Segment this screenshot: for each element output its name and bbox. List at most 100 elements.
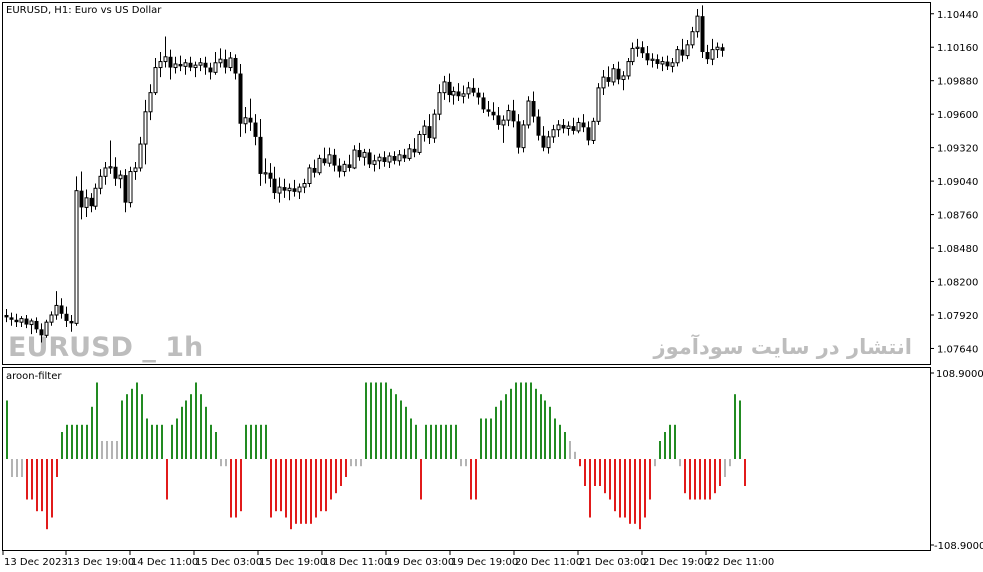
aroon-bar	[146, 418, 148, 459]
indicator-axis[interactable]: 108.90000 -108.90000	[930, 369, 983, 552]
aroon-bar	[21, 459, 23, 477]
candle	[591, 117, 596, 145]
candle-body-bull	[690, 31, 695, 46]
candle	[183, 59, 188, 75]
aroon-bar	[475, 459, 477, 500]
time-label: 13 Dec 2023	[4, 557, 68, 568]
candle-body-bear	[516, 121, 521, 148]
price-axis[interactable]: 1.10440 1.10160 1.09880 1.09600 1.09320 1.090…	[930, 10, 979, 356]
aroon-bar	[525, 382, 527, 459]
aroon-bar	[390, 388, 392, 459]
aroon-bar	[649, 459, 651, 500]
main-pane-title: EURUSD, H1: Euro vs US Dollar	[6, 5, 162, 16]
candle-body-bull	[93, 187, 98, 207]
aroon-bar	[480, 418, 482, 459]
candle-body-bull	[611, 68, 616, 83]
candle-body-bear	[332, 154, 337, 166]
candle	[451, 86, 456, 105]
candle-body-bull	[327, 154, 332, 164]
aroon-bar	[305, 459, 307, 524]
candle	[24, 314, 29, 329]
aroon-bar	[579, 459, 581, 467]
aroon-bar	[36, 459, 38, 512]
aroon-bar	[520, 382, 522, 459]
candle-body-bull	[362, 151, 367, 158]
candle-body-bull	[695, 15, 700, 33]
candle	[606, 66, 611, 87]
aroon-bar	[445, 424, 447, 459]
aroon-bar	[664, 432, 666, 459]
aroon-bar	[136, 382, 138, 459]
aroon-bar	[131, 388, 133, 459]
candle-body-bear	[272, 178, 277, 194]
candle	[128, 166, 133, 208]
aroon-bar	[420, 459, 422, 500]
aroon-bar	[56, 459, 58, 477]
candle-body-bull	[442, 81, 447, 94]
aroon-bar	[360, 459, 362, 467]
aroon-bar	[734, 394, 736, 459]
candle	[571, 117, 576, 135]
candle	[491, 102, 496, 121]
aroon-bar	[425, 424, 427, 459]
candle	[655, 54, 660, 69]
candle	[352, 145, 357, 170]
candle	[387, 152, 392, 168]
indicator-pane-title: aroon-filter	[6, 371, 62, 382]
candle-body-bull	[551, 129, 556, 138]
candle-body-bull	[635, 46, 640, 49]
candle	[342, 160, 347, 177]
aroon-bar	[559, 424, 561, 459]
candle	[442, 75, 447, 100]
candle	[630, 42, 635, 66]
candle-body-bull	[596, 87, 601, 122]
aroon-bar	[569, 441, 571, 459]
candle	[576, 117, 581, 134]
candle	[670, 57, 675, 73]
candle-body-bear	[113, 166, 118, 179]
candle	[690, 26, 695, 49]
aroon-bar	[290, 459, 292, 530]
candle-body-bull	[133, 167, 138, 173]
candle	[586, 121, 591, 146]
aroon-bar	[564, 432, 566, 459]
candle	[253, 114, 258, 146]
candle	[710, 38, 715, 66]
candle-body-bear	[700, 16, 705, 53]
candle-body-bear	[536, 116, 541, 136]
candle-body-bear	[64, 313, 69, 321]
aroon-bar	[200, 394, 202, 459]
candle	[89, 193, 94, 213]
time-label: 14 Dec 11:00	[131, 557, 198, 568]
candle-body-bull	[506, 110, 511, 121]
candle-body-bull	[591, 120, 596, 141]
candle	[297, 183, 302, 200]
main-pane-frame[interactable]	[2, 2, 931, 365]
aroon-bar	[739, 400, 741, 459]
candle-body-bear	[486, 109, 491, 112]
aroon-bar	[510, 388, 512, 459]
aroon-bar	[91, 406, 93, 459]
candle-body-bear	[253, 122, 258, 137]
aroon-bar	[729, 459, 731, 467]
aroon-bar	[46, 459, 48, 530]
candle	[49, 311, 54, 326]
candle	[626, 57, 631, 80]
aroon-bar	[644, 459, 646, 518]
indicator-pane-frame[interactable]	[2, 367, 931, 551]
candle	[417, 130, 422, 155]
aroon-bar	[679, 459, 681, 467]
candle-body-bear	[69, 320, 74, 324]
candle-body-bear	[402, 154, 407, 159]
candle-body-bull	[710, 49, 715, 60]
aroon-bar	[535, 388, 537, 459]
aroon-bar	[171, 424, 173, 459]
time-label: 18 Dec 11:00	[323, 557, 390, 568]
aroon-bar	[604, 459, 606, 494]
aroon-bar	[375, 382, 377, 459]
candle-body-bear	[382, 157, 387, 162]
candle	[700, 5, 705, 58]
aroon-bar	[116, 441, 118, 459]
